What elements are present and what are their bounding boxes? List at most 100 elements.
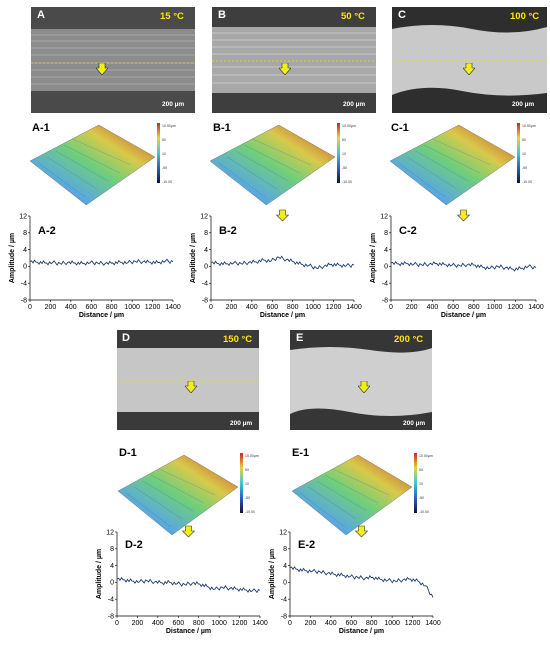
surface-map-d [117,454,239,536]
x-tick-label: 0 [115,620,119,627]
colorbar-tick-label: -50 [245,496,250,500]
y-tick-label: 8 [384,230,388,237]
surface-map-c [389,124,516,206]
colorbar-tick-label: -10.00 [419,510,429,514]
temperature-d: 150 °C [223,334,253,345]
x-axis-title: Distance / µm [441,312,486,319]
x-tick-label: 0 [28,304,32,311]
panel-label-b: B [218,9,226,21]
x-tick-label: 1000 [487,304,503,311]
y-tick-label: 12 [380,213,388,220]
x-tick-label: 400 [427,304,439,311]
y-tick-label: 12 [200,213,208,220]
scale-bar-c: 200 µm [512,101,535,108]
arrow-icon [275,209,290,222]
x-tick-label: 600 [266,304,278,311]
x-tick-label: 800 [366,620,378,627]
panel-label-d: D [122,332,130,344]
arrow-icon-b [279,63,291,75]
y-tick-label: 4 [204,247,208,254]
colorbar-tick-label: -50 [342,166,347,170]
arrow-icon-e [358,381,370,393]
x-tick-label: 1400 [528,304,544,311]
profile-line [390,260,537,272]
plot-label: E-2 [298,539,315,551]
x-tick-label: 400 [246,304,258,311]
y-tick-label: -8 [281,613,287,620]
x-tick-label: 1200 [326,304,342,311]
colorbar-e [414,453,417,513]
temperature-e: 200 °C [394,334,424,345]
panel-label-c: C [398,9,406,21]
colorbar-tick-label: -10.00 [522,180,532,184]
colorbar-tick-label: 50 [342,138,346,142]
colorbar-tick-label: -50 [419,496,424,500]
x-axis-title: Distance / µm [260,312,305,319]
x-tick-label: 0 [288,620,292,627]
x-tick-label: 600 [447,304,459,311]
colorbar-tick-label: -10.00 [342,180,352,184]
x-tick-label: 800 [287,304,299,311]
x-tick-label: 800 [468,304,480,311]
x-tick-label: 1000 [305,304,321,311]
x-tick-label: 1400 [165,304,181,311]
arrow-icon-d [185,381,197,393]
x-tick-label: 800 [193,620,205,627]
y-axis-title: Amplitude / µm [9,233,16,283]
y-tick-label: -4 [202,281,208,288]
arrow-icon [181,525,196,538]
arrow-icon-a [96,63,108,75]
x-tick-label: 1000 [211,620,227,627]
colorbar-tick-label: -10.00 [162,180,172,184]
y-tick-label: -4 [21,281,27,288]
y-tick-label: 0 [110,580,114,587]
panel-label-a: A [37,9,45,21]
surface-map-e [291,454,413,536]
scale-bar-a: 200 µm [162,101,185,108]
colorbar-tick-label: 10 [419,482,423,486]
x-tick-label: 0 [209,304,213,311]
surface-map-b [209,124,336,206]
y-axis-title: Amplitude / µm [269,549,276,599]
y-axis-title: Amplitude / µm [96,549,103,599]
y-tick-label: -4 [108,597,114,604]
surface-label-c: C-1 [391,122,409,134]
y-tick-label: 4 [23,247,27,254]
y-axis-title: Amplitude / µm [190,233,197,283]
scale-bar-e: 200 µm [403,420,426,427]
x-tick-label: 600 [85,304,97,311]
x-tick-label: 600 [345,620,357,627]
x-tick-label: 200 [132,620,144,627]
y-tick-label: -8 [202,297,208,304]
y-tick-label: 12 [106,529,114,536]
x-tick-label: 0 [389,304,393,311]
x-tick-label: 1400 [346,304,362,311]
x-axis-title: Distance / µm [166,628,211,635]
plot-label: A-2 [38,225,56,237]
y-tick-label: -8 [382,297,388,304]
y-tick-label: 0 [283,580,287,587]
temperature-b: 50 °C [341,11,365,22]
colorbar-tick-label: 10.00µm [162,124,176,128]
y-tick-label: 4 [283,563,287,570]
profile-line [210,255,355,270]
colorbar-tick-label: -50 [522,166,527,170]
micrograph-a [31,7,195,113]
y-tick-label: -8 [21,297,27,304]
y-tick-label: 4 [384,247,388,254]
x-tick-label: 1200 [232,620,248,627]
y-tick-label: 12 [279,529,287,536]
surface-map-a [29,124,156,206]
profile-line [29,258,174,266]
colorbar-tick-label: 50 [419,468,423,472]
micrograph-b [212,7,376,113]
x-tick-label: 800 [106,304,118,311]
surface-label-e: E-1 [292,447,310,459]
colorbar-tick-label: 10 [522,152,526,156]
surface-label-a: A-1 [32,122,50,134]
x-tick-label: 1200 [405,620,421,627]
